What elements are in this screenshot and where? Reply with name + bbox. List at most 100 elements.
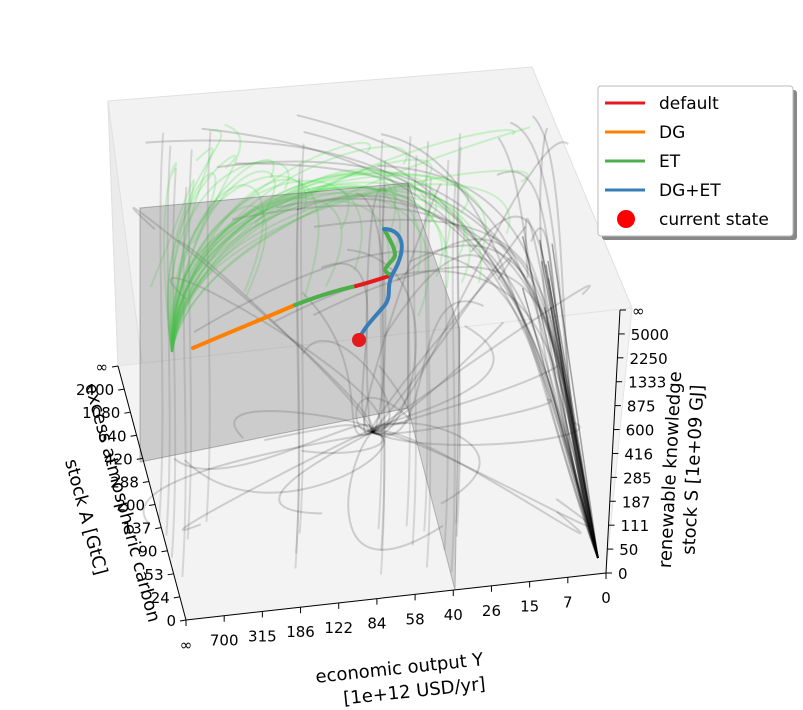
default-flow-path [371, 365, 559, 433]
y-tick-label: 90 [138, 543, 157, 561]
default-flow-path [158, 132, 165, 523]
et-flow-path [171, 123, 242, 353]
legend-entries: default DG ET DG+ET current state [605, 94, 769, 230]
default-flow-path [377, 164, 599, 559]
default-flow-path [303, 130, 599, 559]
et-flow-path [171, 183, 511, 353]
x-tick-label: 186 [286, 623, 315, 641]
et-flow-path [171, 187, 350, 353]
y-axis-line [117, 365, 187, 621]
default-flow-path [547, 278, 599, 559]
default-flow-path [380, 160, 387, 551]
x-tick-label: 7 [563, 593, 573, 611]
scenario-trajectories [191, 227, 404, 350]
default-flow-path [524, 218, 599, 559]
default-flow-path [186, 149, 193, 540]
legend: default DG ET DG+ET current state [597, 85, 797, 240]
et-flow-path [170, 159, 275, 353]
x-tick-label: 58 [406, 610, 425, 628]
y-tick-label: 420 [104, 450, 133, 468]
default-flow-path [497, 137, 599, 559]
default-flow-path [371, 398, 552, 435]
default-flow-path [383, 254, 599, 559]
default-flow-path [296, 114, 599, 559]
x-tick-label: ∞ [180, 636, 193, 654]
default-flow-path [132, 206, 374, 433]
z-tick-label: 2250 [629, 350, 667, 368]
default-flow-path [371, 284, 591, 433]
et-flow-path [163, 162, 178, 353]
default-flow-path [550, 306, 599, 559]
default-flow-path [355, 192, 387, 433]
et-flow-path [170, 188, 482, 353]
default-flow-path [532, 115, 599, 559]
default-flow-path [521, 287, 599, 559]
y-tick-mark [124, 411, 131, 414]
series-dg-line [191, 303, 297, 350]
default-flow-path [173, 424, 374, 471]
et-flow-path [171, 129, 516, 353]
y-tick-label: 24 [151, 589, 170, 607]
z-tick-label: 875 [627, 398, 656, 416]
et-flow-path [171, 178, 320, 353]
default-flow-path [545, 264, 599, 559]
default-flow-path [408, 244, 599, 559]
et-flow-path [171, 183, 402, 353]
et-flow-path [170, 196, 343, 353]
et-flow-path [170, 180, 363, 353]
x-tick-label: 0 [601, 589, 611, 607]
default-flow-path [313, 266, 599, 559]
y-tick-mark [111, 365, 119, 368]
z-tick-label: 285 [623, 469, 652, 487]
x-axis-line [185, 572, 607, 621]
et-flow-path [168, 160, 290, 353]
default-flow-path [201, 127, 599, 559]
et-flow-path [170, 205, 267, 353]
legend-label: ET [659, 152, 681, 172]
x-tick-label: 15 [520, 598, 539, 616]
default-flow-path [296, 194, 599, 559]
default-flow-path [371, 422, 581, 446]
y-tick-label: 640 [98, 427, 127, 445]
default-flow-path [371, 300, 485, 437]
default-flow-path [235, 162, 599, 559]
legend-marker [617, 210, 635, 228]
default-flow-path [365, 187, 388, 433]
default-flow-path [170, 167, 177, 558]
default-flow-path [278, 431, 373, 515]
et-flow-path [171, 193, 471, 353]
et-flow-path [169, 172, 217, 353]
default-flow-path [371, 430, 592, 528]
series-et-line-upper [382, 227, 398, 277]
default-flow-path [496, 170, 599, 559]
default-flow-path [145, 139, 599, 559]
default-flow-trajectories [132, 114, 599, 577]
default-flow-path [169, 277, 382, 433]
default-flow-path [551, 243, 599, 559]
default-flow-path [371, 422, 481, 505]
et-flow-path [170, 184, 265, 353]
legend-label: DG+ET [659, 181, 721, 201]
default-flow-path [411, 155, 418, 546]
legend-label: DG [659, 123, 685, 143]
default-flow-path [425, 177, 432, 568]
series-et-line [293, 284, 358, 307]
default-flow-path [380, 133, 599, 559]
et-flow-path [171, 169, 529, 353]
default-flow-path [455, 146, 462, 537]
et-flow-path [171, 126, 531, 353]
default-flow-path [346, 248, 417, 436]
y-tick-label: 288 [110, 473, 139, 491]
default-flow-path [355, 396, 411, 434]
default-flow-path [371, 364, 411, 433]
y-tick-label: 137 [123, 520, 152, 538]
default-flow-path [231, 204, 599, 559]
default-flow-path [295, 163, 302, 554]
et-flow-path [171, 170, 276, 353]
y-tick-label: 53 [145, 566, 164, 584]
y-tick-label: 0 [166, 612, 176, 630]
x-tick-label: 700 [210, 632, 239, 650]
x-tick-label: 122 [324, 619, 353, 637]
default-flow-path [509, 121, 599, 559]
default-flow-path [193, 250, 599, 559]
